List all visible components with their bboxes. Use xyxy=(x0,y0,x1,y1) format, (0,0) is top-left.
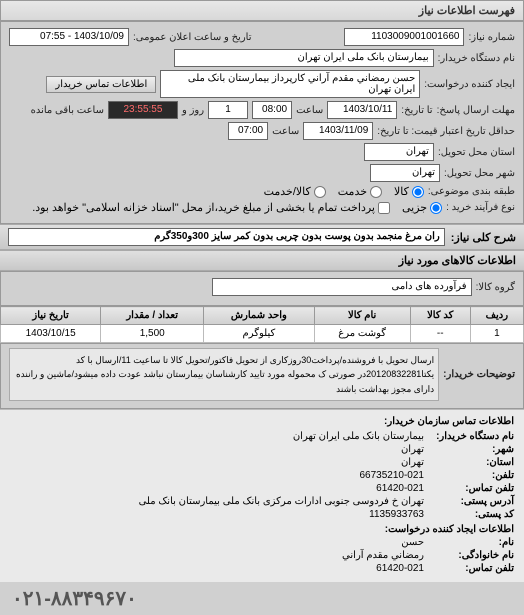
need-desc-label: شرح کلی نیاز: xyxy=(451,231,516,244)
radio-part-item[interactable]: جزیی xyxy=(402,201,442,214)
info-cphone-label: تلفن تماس: xyxy=(424,563,514,574)
check-partial-item[interactable]: پرداخت تمام یا بخشی از مبلغ خرید،از محل … xyxy=(32,201,390,214)
info-fax-label: تلفن تماس: xyxy=(424,483,514,494)
province-field: تهران xyxy=(364,143,434,161)
contact-button[interactable]: اطلاعات تماس خریدار xyxy=(46,76,156,93)
window-title: فهرست اطلاعات نیاز xyxy=(0,0,524,21)
table-header-row: ردیف کد کالا نام کالا واحد شمارش تعداد /… xyxy=(1,307,524,325)
notes-content: ارسال تحویل با فروشنده/پرداخت30روزکاری ا… xyxy=(9,348,439,401)
contact-section-title: اطلاعات تماس سازمان خریدار: xyxy=(384,416,514,427)
goods-table: ردیف کد کالا نام کالا واحد شمارش تعداد /… xyxy=(0,306,524,343)
city-field: تهران xyxy=(370,164,440,182)
info-postal-value: 1135933763 xyxy=(369,509,424,520)
col-name: نام کالا xyxy=(314,307,410,325)
col-unit: واحد شمارش xyxy=(204,307,314,325)
cell-row: 1 xyxy=(470,325,523,343)
org-value: بیمارستان بانک ملی ایران تهران xyxy=(293,431,424,442)
col-code: کد کالا xyxy=(410,307,470,325)
info-cphone-value: 61420-021 xyxy=(376,563,424,574)
subject-group-label: طبقه بندی موضوعی: xyxy=(428,186,515,197)
province-label: استان محل تحویل: xyxy=(438,147,515,158)
radio-service-label: خدمت xyxy=(338,185,367,198)
purchase-radio-group: جزیی پرداخت تمام یا بخشی از مبلغ خرید،از… xyxy=(32,201,442,214)
announce-field: 1403/10/09 - 07:55 xyxy=(9,28,129,46)
cell-date: 1403/10/15 xyxy=(1,325,101,343)
need-desc-field: ران مرغ منجمد بدون پوست بدون چربی بدون ک… xyxy=(8,228,445,246)
col-row: ردیف xyxy=(470,307,523,325)
req-number-field: 1103009001001660 xyxy=(344,28,464,46)
radio-service[interactable] xyxy=(370,186,382,198)
req-number-label: شماره نیاز: xyxy=(468,32,515,43)
announce-label: تاریخ و ساعت اعلان عمومی: xyxy=(133,32,252,43)
days-label: روز و xyxy=(182,105,204,116)
radio-goods-item[interactable]: کالا xyxy=(394,185,424,198)
info-name-label: نام: xyxy=(424,537,514,548)
creator-label: ایجاد کننده درخواست: xyxy=(424,79,515,90)
radio-goods[interactable] xyxy=(412,186,424,198)
big-phone: ۰۲۱-۸۸۳۴۹۶۷۰ xyxy=(0,582,524,615)
validity-time-field: 07:00 xyxy=(228,122,268,140)
deadline-date-field: 1403/10/11 xyxy=(327,101,397,119)
radio-service-item[interactable]: خدمت xyxy=(338,185,382,198)
contact-info-section: اطلاعات تماس سازمان خریدار: نام دستگاه خ… xyxy=(0,409,524,582)
radio-both-label: کالا/خدمت xyxy=(264,185,311,198)
until-label: تا تاریخ: xyxy=(401,105,432,116)
radio-both[interactable] xyxy=(314,186,326,198)
partial-note-label: پرداخت تمام یا بخشی از مبلغ خرید،از محل … xyxy=(32,201,375,214)
creator-section-title: اطلاعات ایجاد کننده درخواست: xyxy=(385,524,514,535)
radio-part[interactable] xyxy=(430,202,442,214)
subject-radio-group: کالا خدمت کالا/خدمت xyxy=(264,185,424,198)
goods-section-title: اطلاعات کالاهای مورد نیاز xyxy=(0,250,524,271)
creator-field: حسن رمضاني مقدم آراني کارپرداز بیمارستان… xyxy=(160,70,420,98)
deadline-time-label: ساعت xyxy=(296,105,323,116)
radio-both-item[interactable]: کالا/خدمت xyxy=(264,185,326,198)
validity-date-field: 1403/11/09 xyxy=(303,122,373,140)
remaining-label: ساعت باقی مانده xyxy=(31,105,104,116)
org-label: نام دستگاه خریدار: xyxy=(424,431,514,442)
info-surname-value: رمضاني مقدم آراني xyxy=(342,550,424,561)
info-province-value: تهران xyxy=(401,457,424,468)
cell-name: گوشت مرغ xyxy=(314,325,410,343)
notes-label: توضیحات خریدار: xyxy=(443,369,515,380)
goods-group-section: گروه کالا: فرآورده های دامی xyxy=(0,271,524,306)
need-desc-header: شرح کلی نیاز: ران مرغ منجمد بدون پوست بد… xyxy=(0,224,524,250)
validity-time-label: ساعت xyxy=(272,126,299,137)
info-phone-value: 66735210-021 xyxy=(359,470,424,481)
validity-label: حداقل تاریخ اعتبار قیمت: تا تاریخ: xyxy=(377,126,515,137)
info-address-value: تهران خ فردوسی جنوبی ادارات مرکزی بانک م… xyxy=(139,496,424,507)
info-surname-label: نام خانوادگی: xyxy=(424,550,514,561)
cell-code: -- xyxy=(410,325,470,343)
title-text: فهرست اطلاعات نیاز xyxy=(419,5,515,17)
info-fax-value: 61420-021 xyxy=(376,483,424,494)
cell-unit: کیلوگرم xyxy=(204,325,314,343)
group-label: گروه کالا: xyxy=(476,282,515,293)
check-partial[interactable] xyxy=(378,202,390,214)
remaining-time-field: 23:55:55 xyxy=(108,101,178,119)
cell-qty: 1,500 xyxy=(101,325,204,343)
info-postal-label: کد پستی: xyxy=(424,509,514,520)
info-address-label: آدرس پستی: xyxy=(424,496,514,507)
buyer-notes-box: توضیحات خریدار: ارسال تحویل با فروشنده/پ… xyxy=(0,343,524,409)
table-row[interactable]: 1 -- گوشت مرغ کیلوگرم 1,500 1403/10/15 xyxy=(1,325,524,343)
radio-goods-label: کالا xyxy=(394,185,409,198)
info-name-value: حسن xyxy=(401,537,424,548)
col-qty: تعداد / مقدار xyxy=(101,307,204,325)
col-date: تاریخ نیاز xyxy=(1,307,101,325)
info-phone-label: تلفن: xyxy=(424,470,514,481)
buyer-field: بیمارستان بانک ملی ایران تهران xyxy=(174,49,434,67)
deadline-time-field: 08:00 xyxy=(252,101,292,119)
purchase-type-label: نوع فرآیند خرید : xyxy=(446,202,515,213)
radio-part-label: جزیی xyxy=(402,201,427,214)
info-city-label: شهر: xyxy=(424,444,514,455)
buyer-label: نام دستگاه خریدار: xyxy=(438,53,515,64)
city-label: شهر محل تحویل: xyxy=(444,168,515,179)
main-form: شماره نیاز: 1103009001001660 تاریخ و ساع… xyxy=(0,21,524,224)
info-city-value: تهران xyxy=(401,444,424,455)
group-field: فرآورده های دامی xyxy=(212,278,472,296)
days-field: 1 xyxy=(208,101,248,119)
info-province-label: استان: xyxy=(424,457,514,468)
deadline-label: مهلت ارسال پاسخ: xyxy=(437,105,515,116)
